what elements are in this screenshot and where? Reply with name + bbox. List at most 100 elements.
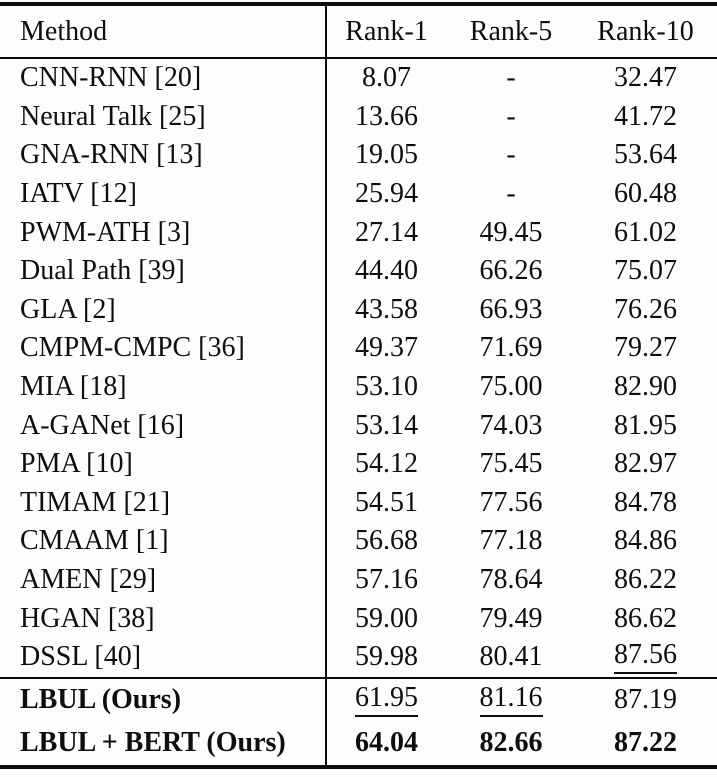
rank10-cell: 79.27: [614, 332, 677, 364]
rank5-cell: 71.69: [479, 332, 543, 364]
column-divider: [325, 6, 327, 766]
method-cell: A-GANet [16]: [20, 409, 185, 441]
rank1-cell: 53.14: [355, 409, 418, 441]
table-row: A-GANet [16] 53.14 74.03 81.95: [0, 406, 717, 445]
table-row: PWM-ATH [3] 27.14 49.45 61.02: [0, 213, 717, 252]
rank1-cell: 54.51: [355, 486, 418, 518]
rank1-cell: 27.14: [355, 216, 418, 248]
rank1-cell: 57.16: [355, 564, 418, 596]
rank1-cell: 56.68: [355, 525, 418, 557]
table-row: DSSL [40] 59.98 80.41 87.56: [0, 638, 717, 677]
rank5-cell: 82.66: [479, 727, 543, 758]
table-row: Neural Talk [25] 13.66 - 41.72: [0, 98, 717, 137]
rank10-cell: 75.07: [614, 255, 677, 287]
table-row: Dual Path [39] 44.40 66.26 75.07: [0, 252, 717, 291]
rank1-cell: 59.00: [355, 602, 418, 634]
method-cell: LBUL + BERT (Ours): [20, 727, 286, 758]
rank1-cell: 8.07: [362, 62, 411, 94]
method-cell: CMPM-CMPC [36]: [20, 332, 245, 364]
rank1-cell: 25.94: [355, 178, 418, 210]
rank5-cell: 77.56: [479, 486, 543, 518]
column-header-method: Method: [20, 15, 108, 47]
table-row: AMEN [29] 57.16 78.64 86.22: [0, 561, 717, 600]
rank5-cell: 78.64: [479, 564, 543, 596]
method-cell: MIA [18]: [20, 371, 127, 403]
rank10-cell: 86.62: [614, 602, 677, 634]
rank5-cell: -: [506, 62, 516, 94]
table-row: PMA [10] 54.12 75.45 82.97: [0, 445, 717, 484]
column-header-rank5: Rank-5: [469, 15, 553, 47]
underlined-value: 81.16: [479, 683, 543, 717]
column-header-rank10: Rank-10: [597, 15, 694, 47]
table-row: GLA [2] 43.58 66.93 76.26: [0, 291, 717, 330]
underlined-value: 87.56: [614, 640, 677, 674]
underlined-value: 61.95: [355, 683, 418, 717]
table-row: IATV [12] 25.94 - 60.48: [0, 175, 717, 214]
rank10-cell: 82.90: [614, 371, 677, 403]
rank1-cell: 49.37: [355, 332, 418, 364]
rank5-cell: -: [506, 139, 516, 171]
rank1-cell: 43.58: [355, 293, 418, 325]
rank10-cell: 32.47: [614, 62, 677, 94]
rank5-cell: -: [506, 100, 516, 132]
rank10-cell: 61.02: [614, 216, 677, 248]
rank5-cell: 80.41: [479, 641, 543, 673]
rank5-cell: 81.16: [448, 683, 574, 717]
method-cell: AMEN [29]: [20, 564, 157, 596]
method-cell: GLA [2]: [20, 293, 116, 325]
rank10-cell: 60.48: [614, 178, 677, 210]
rank5-cell: 75.45: [479, 448, 543, 480]
rank1-cell: 54.12: [355, 448, 418, 480]
rank5-cell: 66.26: [479, 255, 543, 287]
method-cell: PWM-ATH [3]: [20, 216, 191, 248]
rank5-cell: -: [506, 178, 516, 210]
table-row: GNA-RNN [13] 19.05 - 53.64: [0, 136, 717, 175]
top-rule: [0, 2, 717, 6]
method-cell: DSSL [40]: [20, 641, 142, 673]
rank10-cell: 84.86: [614, 525, 677, 557]
rank10-cell: 87.56: [574, 640, 717, 674]
table-row: CNN-RNN [20] 8.07 - 32.47: [0, 59, 717, 98]
method-cell: LBUL (Ours): [20, 684, 182, 715]
table-row: TIMAM [21] 54.51 77.56 84.78: [0, 484, 717, 523]
table-header-row: Method Rank-1 Rank-5 Rank-10: [0, 6, 717, 57]
table-row: CMAAM [1] 56.68 77.18 84.86: [0, 522, 717, 561]
rank10-cell: 82.97: [614, 448, 677, 480]
rank10-cell: 53.64: [614, 139, 677, 171]
mid-rule: [0, 676, 717, 679]
ours-section: LBUL (Ours) 61.95 81.16 87.19 LBUL + BER…: [0, 679, 717, 765]
rank1-cell: 59.98: [355, 641, 418, 673]
method-cell: GNA-RNN [13]: [20, 139, 203, 171]
rank10-cell: 81.95: [614, 409, 677, 441]
table-row: CMPM-CMPC [36] 49.37 71.69 79.27: [0, 329, 717, 368]
rank5-cell: 79.49: [479, 602, 543, 634]
rank5-cell: 74.03: [479, 409, 543, 441]
column-header-rank1: Rank-1: [345, 15, 428, 47]
rank10-cell: 41.72: [614, 100, 677, 132]
method-cell: Dual Path [39]: [20, 255, 185, 287]
method-cell: Neural Talk [25]: [20, 100, 206, 132]
method-cell: HGAN [38]: [20, 602, 155, 634]
table-row-ours: LBUL (Ours) 61.95 81.16 87.19: [0, 679, 717, 722]
table-row-ours: LBUL + BERT (Ours) 64.04 82.66 87.22: [0, 722, 717, 765]
rank1-cell: 64.04: [355, 727, 418, 758]
table-body: CNN-RNN [20] 8.07 - 32.47 Neural Talk [2…: [0, 59, 717, 677]
rank1-cell: 44.40: [355, 255, 418, 287]
header-rule: [0, 57, 717, 59]
table-row: MIA [18] 53.10 75.00 82.90: [0, 368, 717, 407]
rank5-cell: 49.45: [479, 216, 543, 248]
rank5-cell: 75.00: [479, 371, 543, 403]
method-cell: TIMAM [21]: [20, 486, 171, 518]
rank1-cell: 61.95: [325, 683, 448, 717]
bottom-rule: [0, 764, 717, 769]
rank10-cell: 76.26: [614, 293, 677, 325]
rank5-cell: 66.93: [479, 293, 543, 325]
rank1-cell: 13.66: [355, 100, 418, 132]
rank5-cell: 77.18: [479, 525, 543, 557]
rank10-cell: 86.22: [614, 564, 677, 596]
rank10-cell: 87.22: [614, 727, 677, 758]
method-cell: PMA [10]: [20, 448, 133, 480]
table-row: HGAN [38] 59.00 79.49 86.62: [0, 599, 717, 638]
rank1-cell: 19.05: [355, 139, 418, 171]
